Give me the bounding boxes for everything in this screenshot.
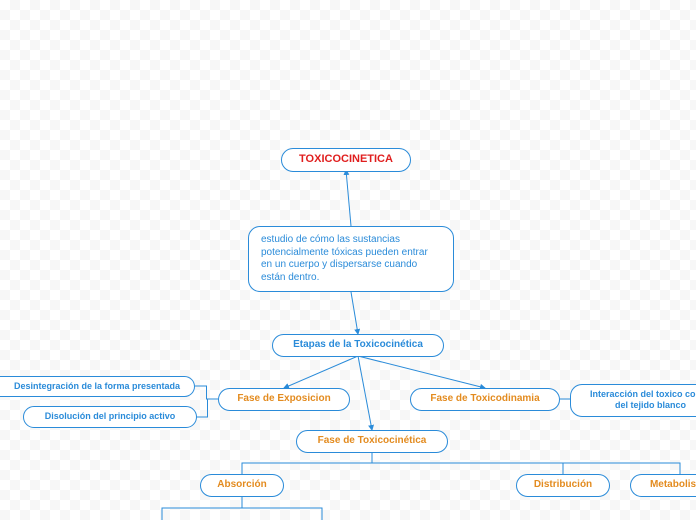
node-etapas[interactable]: Etapas de la Toxicocinética bbox=[272, 334, 444, 357]
node-abs[interactable]: Absorción bbox=[200, 474, 284, 497]
node-desc[interactable]: estudio de cómo las sustancias potencial… bbox=[248, 226, 454, 292]
edge bbox=[242, 496, 322, 520]
edge bbox=[242, 452, 372, 474]
node-fexpo[interactable]: Fase de Exposicion bbox=[218, 388, 350, 411]
edge bbox=[284, 356, 358, 388]
edge bbox=[358, 356, 485, 388]
node-disol[interactable]: Disolución del principio activo bbox=[23, 406, 197, 428]
node-desint[interactable]: Desintegración de la forma presentada bbox=[0, 376, 195, 397]
node-interac[interactable]: Interacción del toxico con el del tejido… bbox=[570, 384, 696, 417]
node-ftoxdin[interactable]: Fase de Toxicodinamia bbox=[410, 388, 560, 411]
edge bbox=[346, 170, 351, 226]
edge bbox=[372, 452, 563, 474]
edge bbox=[358, 356, 372, 430]
edge bbox=[372, 452, 680, 474]
node-ftoxcin[interactable]: Fase de Toxicocinética bbox=[296, 430, 448, 453]
edge bbox=[162, 496, 242, 520]
node-metab[interactable]: Metabolismo bbox=[630, 474, 696, 497]
node-root[interactable]: TOXICOCINETICA bbox=[281, 148, 411, 172]
edge bbox=[351, 292, 358, 334]
edge bbox=[195, 386, 218, 399]
edge bbox=[197, 399, 218, 417]
node-dist[interactable]: Distribución bbox=[516, 474, 610, 497]
